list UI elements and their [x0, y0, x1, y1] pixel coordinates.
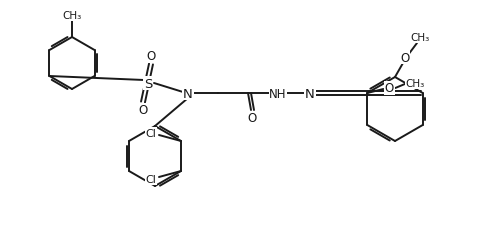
- Text: CH₃: CH₃: [410, 33, 430, 43]
- Text: N: N: [183, 87, 193, 100]
- Text: O: O: [385, 82, 394, 95]
- Text: CH₃: CH₃: [406, 79, 425, 89]
- Text: Cl: Cl: [146, 174, 156, 184]
- Text: O: O: [400, 51, 410, 64]
- Text: S: S: [144, 77, 152, 90]
- Text: Cl: Cl: [146, 128, 156, 138]
- Text: O: O: [139, 104, 148, 117]
- Text: CH₃: CH₃: [62, 11, 82, 21]
- Text: O: O: [248, 112, 256, 125]
- Text: NH: NH: [269, 87, 287, 100]
- Text: N: N: [305, 87, 315, 100]
- Text: O: O: [147, 50, 155, 63]
